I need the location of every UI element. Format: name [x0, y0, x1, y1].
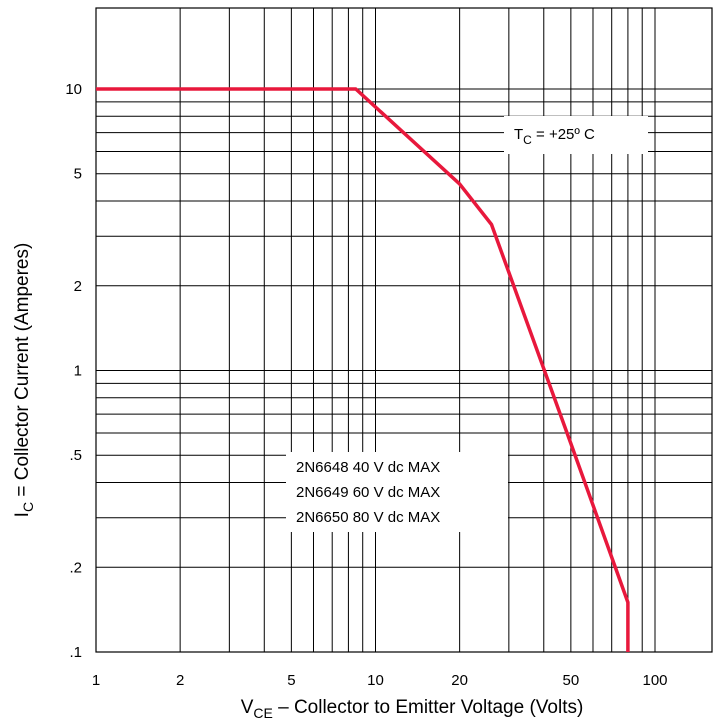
device-ratings-note: 2N6648 40 V dc MAX 2N6649 60 V dc MAX 2N…	[296, 459, 440, 526]
temperature-note: TC = +25º C	[514, 126, 595, 147]
y-tick-label: 1	[74, 363, 82, 380]
x-tick-label: 1	[92, 672, 100, 689]
x-axis-title: VCE – Collector to Emitter Voltage (Volt…	[241, 697, 584, 721]
grid-lines	[95, 7, 713, 653]
x-tick-label: 5	[287, 672, 295, 689]
y-tick-labels: .1 .2 .5 1 2 5 10	[65, 81, 82, 661]
device-rating-2: 2N6649 60 V dc MAX	[296, 484, 440, 501]
x-tick-label: 100	[642, 672, 667, 689]
temperature-note-box	[504, 116, 648, 154]
series-group	[96, 87, 630, 652]
y-tick-label: .2	[69, 559, 82, 576]
annotation-backgrounds	[286, 116, 648, 532]
y-tick-label: 5	[74, 166, 82, 183]
x-tick-label: 20	[451, 672, 468, 689]
y-axis-title: IC = Collector Current (Amperes)	[12, 243, 36, 518]
x-tick-label: 50	[563, 672, 580, 689]
device-rating-3: 2N6650 80 V dc MAX	[296, 509, 440, 526]
x-tick-label: 10	[367, 672, 384, 689]
y-tick-label: 2	[74, 278, 82, 295]
device-rating-1: 2N6648 40 V dc MAX	[296, 459, 440, 476]
series-line-1	[96, 87, 630, 652]
device-ratings-box	[286, 452, 508, 532]
x-tick-labels: 1 2 5 10 20 50 100	[92, 672, 668, 689]
x-tick-label: 2	[176, 672, 184, 689]
y-tick-label: .1	[69, 644, 82, 661]
plot-frame	[95, 7, 713, 653]
y-tick-label: 10	[65, 81, 82, 98]
y-tick-label: .5	[69, 447, 82, 464]
